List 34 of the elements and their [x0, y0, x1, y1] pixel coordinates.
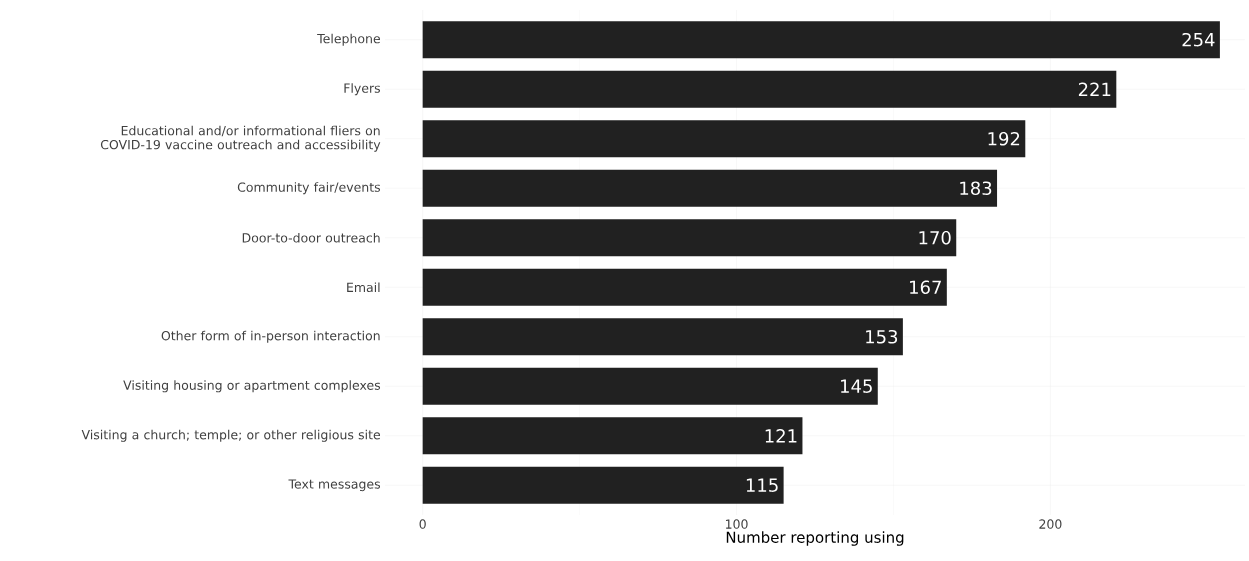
data-label: 145	[841, 379, 872, 393]
data-label: 167	[910, 280, 941, 295]
x-tick-label: 100	[725, 519, 748, 529]
y-tick-label: Door-to-door outreach	[242, 232, 380, 243]
y-tick-label: Visiting a church; temple; or other religious site	[81, 429, 380, 442]
x-tick-label: 0	[419, 519, 426, 529]
bar	[422, 318, 903, 356]
y-tick-label: Community fair/events	[237, 182, 381, 195]
data-label: 221	[1078, 82, 1111, 96]
data-label: 153	[866, 329, 898, 344]
data-label: 170	[919, 230, 951, 245]
x-tick-label: 200	[1039, 519, 1062, 529]
bar	[422, 466, 784, 504]
y-tick-label: Email	[347, 282, 380, 293]
bar	[422, 21, 1220, 59]
data-label: 254	[1182, 32, 1215, 47]
bar	[422, 268, 947, 306]
data-label: 121	[765, 429, 797, 443]
bar	[422, 417, 803, 455]
bar	[422, 70, 1117, 108]
bar	[422, 367, 878, 405]
y-tick-label: Text messages	[288, 479, 381, 492]
data-label: 183	[960, 181, 992, 196]
bar	[422, 120, 1026, 158]
y-tick-label: Visiting housing or apartment complexes	[123, 380, 381, 393]
y-tick-label: Other form of in-person interaction	[161, 330, 380, 343]
bar	[422, 219, 957, 257]
x-axis-title: Number reporting using	[726, 531, 904, 546]
y-tick-label: Telephone	[317, 33, 380, 46]
bar	[422, 169, 998, 207]
y-tick-label: Flyers	[344, 83, 381, 96]
data-label: 115	[746, 478, 778, 492]
y-tick-label: Educational and/or informational fliers on COVID-19 vaccine outreach and accessibility	[100, 125, 381, 152]
data-label: 192	[988, 131, 1020, 146]
